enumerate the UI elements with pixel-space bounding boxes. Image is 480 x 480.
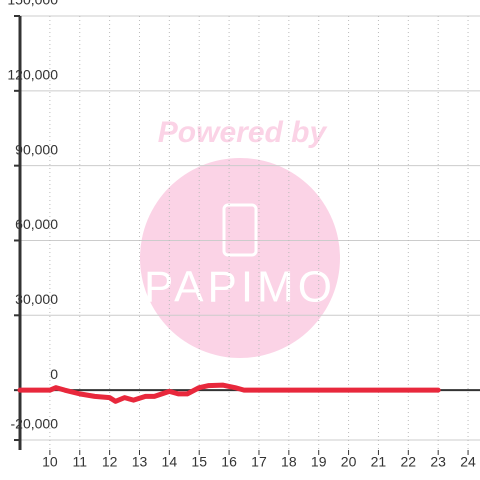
x-tick-label: 11 <box>72 454 87 470</box>
watermark-icon <box>222 203 258 257</box>
x-tick-label: 19 <box>311 454 327 470</box>
y-tick-label: 120,000 <box>7 67 58 83</box>
y-tick-label: 30,000 <box>15 291 58 307</box>
x-tick-label: 14 <box>162 454 178 470</box>
y-tick-label: -20,000 <box>11 416 59 432</box>
y-tick-label: 150,000 <box>7 0 58 8</box>
x-tick-label: 13 <box>132 454 148 470</box>
watermark-text: PAPIMO <box>144 263 336 312</box>
y-tick-label: 0 <box>50 366 58 382</box>
y-tick-label: 90,000 <box>15 141 58 157</box>
watermark-logo <box>140 158 340 358</box>
watermark-text: Powered by <box>158 116 328 149</box>
x-tick-label: 22 <box>401 454 417 470</box>
y-tick-label: 60,000 <box>15 216 58 232</box>
x-tick-label: 17 <box>251 454 267 470</box>
x-tick-label: 24 <box>460 454 476 470</box>
x-tick-label: 16 <box>221 454 237 470</box>
x-tick-label: 12 <box>102 454 118 470</box>
x-tick-label: 10 <box>42 454 58 470</box>
x-tick-label: 18 <box>281 454 297 470</box>
data-line <box>17 382 441 404</box>
x-tick-label: 23 <box>430 454 446 470</box>
x-tick-label: 20 <box>341 454 357 470</box>
x-tick-label: 21 <box>371 454 387 470</box>
x-tick-label: 15 <box>191 454 207 470</box>
